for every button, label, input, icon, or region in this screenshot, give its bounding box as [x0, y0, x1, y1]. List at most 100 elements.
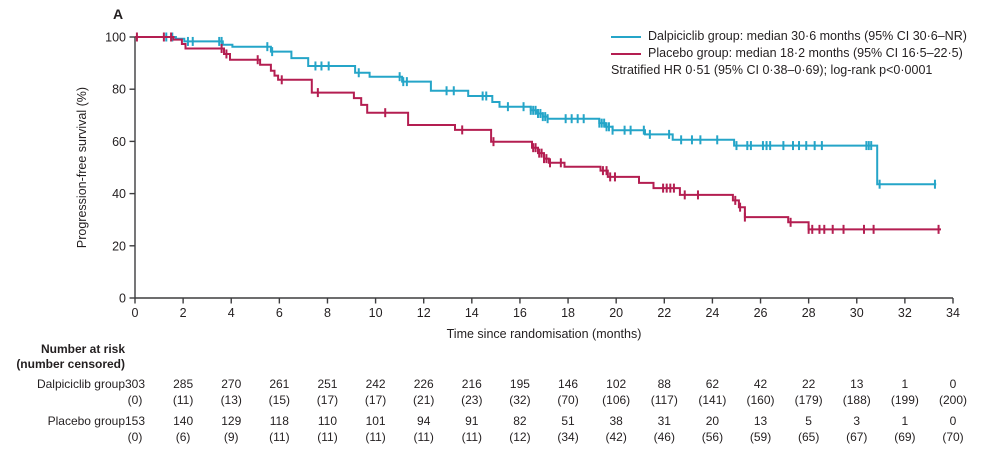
at-risk-placebo-m18: 51 — [561, 414, 575, 428]
x-tick-label: 4 — [228, 306, 235, 320]
at-risk-dalpiciclib-m0: 303 — [124, 377, 146, 391]
at-risk-placebo-m28: 5 — [805, 414, 812, 428]
x-tick-label: 2 — [180, 306, 187, 320]
at-risk-placebo-m30: 3 — [853, 414, 861, 428]
censored-placebo-m0: (0) — [127, 430, 143, 444]
censored-placebo-m2: (6) — [175, 430, 191, 444]
x-tick-label: 12 — [417, 306, 431, 320]
censored-dalpiciclib-m6: (15) — [268, 393, 291, 407]
censored-dalpiciclib-m26: (160) — [746, 393, 775, 407]
legend-hr-note: Stratified HR 0·51 (95% CI 0·38–0·69); l… — [611, 63, 933, 77]
at-risk-dalpiciclib-m30: 13 — [850, 377, 864, 391]
censored-dalpiciclib-m30: (188) — [842, 393, 871, 407]
censored-dalpiciclib-m10: (17) — [364, 393, 387, 407]
censored-dalpiciclib-m32: (199) — [890, 393, 919, 407]
censored-dalpiciclib-m12: (21) — [413, 393, 435, 407]
censored-placebo-m34: (70) — [942, 430, 964, 444]
at-risk-dalpiciclib-m26: 42 — [753, 377, 768, 391]
at-risk-placebo-m0: 153 — [124, 414, 146, 428]
at-risk-dalpiciclib-m22: 88 — [657, 377, 671, 391]
panel-label: A — [113, 6, 124, 22]
x-tick-label: 34 — [946, 306, 960, 320]
at-risk-dalpiciclib-m24: 62 — [705, 377, 720, 391]
at-risk-dalpiciclib-m14: 216 — [461, 377, 482, 391]
censored-dalpiciclib-m20: (106) — [602, 393, 631, 407]
censored-placebo-m32: (69) — [894, 430, 916, 444]
km-curve-dalpiciclib — [135, 36, 937, 186]
risk-row-label-placebo: Placebo group — [47, 414, 125, 428]
censored-placebo-m8: (11) — [317, 430, 338, 444]
x-tick-label: 6 — [276, 306, 283, 320]
at-risk-dalpiciclib-m20: 102 — [606, 377, 627, 391]
x-tick-label: 20 — [609, 306, 623, 320]
at-risk-dalpiciclib-m32: 1 — [901, 377, 909, 391]
km-curve-placebo — [135, 36, 941, 231]
censored-dalpiciclib-m0: (0) — [127, 393, 143, 407]
at-risk-placebo-m6: 118 — [269, 414, 289, 428]
x-tick-label: 8 — [324, 306, 331, 320]
at-risk-placebo-m26: 13 — [753, 414, 768, 428]
dalpiciclib-line-swatch — [611, 35, 641, 38]
x-tick-label: 18 — [561, 306, 575, 320]
censored-placebo-m6: (11) — [269, 430, 290, 444]
at-risk-dalpiciclib-m2: 285 — [173, 377, 194, 391]
at-risk-placebo-m8: 110 — [317, 414, 338, 428]
x-axis-title: Time since randomisation (months) — [447, 327, 642, 341]
censored-placebo-m4: (9) — [223, 430, 239, 444]
censored-placebo-m28: (65) — [797, 430, 820, 444]
at-risk-dalpiciclib-m16: 195 — [509, 377, 530, 391]
x-tick-label: 26 — [754, 306, 768, 320]
censored-dalpiciclib-m4: (13) — [220, 393, 242, 407]
x-tick-label: 16 — [513, 306, 527, 320]
placebo-line-swatch — [611, 52, 641, 55]
at-risk-placebo-m10: 101 — [365, 414, 386, 428]
y-tick-label: 0 — [119, 292, 126, 306]
y-tick-label: 40 — [112, 187, 126, 201]
censored-dalpiciclib-m34: (200) — [938, 393, 967, 407]
censored-dalpiciclib-m2: (11) — [172, 393, 194, 407]
x-tick-label: 22 — [657, 306, 671, 320]
y-tick-label: 60 — [112, 135, 126, 149]
legend-label-dalpiciclib: Dalpiciclib group: median 30·6 months (9… — [648, 29, 967, 43]
at-risk-dalpiciclib-m6: 261 — [269, 377, 290, 391]
legend: Dalpiciclib group: median 30·6 months (9… — [611, 28, 967, 79]
legend-label-placebo: Placebo group: median 18·2 months (95% C… — [648, 46, 963, 60]
censored-placebo-m26: (59) — [749, 430, 772, 444]
censored-placebo-m16: (12) — [509, 430, 531, 444]
censored-placebo-m20: (42) — [605, 430, 627, 444]
y-tick-label: 80 — [112, 83, 126, 97]
at-risk-dalpiciclib-m18: 146 — [558, 377, 579, 391]
at-risk-dalpiciclib-m8: 251 — [317, 377, 338, 391]
x-tick-label: 30 — [850, 306, 864, 320]
censored-placebo-m10: (11) — [365, 430, 386, 444]
censored-placebo-m22: (46) — [653, 430, 675, 444]
at-risk-dalpiciclib-m34: 0 — [949, 377, 957, 391]
censored-placebo-m30: (67) — [846, 430, 868, 444]
risk-table-header-line2: (number censored) — [16, 357, 125, 371]
legend-item-placebo: Placebo group: median 18·2 months (95% C… — [611, 45, 967, 62]
y-tick-label: 100 — [105, 31, 126, 45]
at-risk-placebo-m4: 129 — [221, 414, 242, 428]
at-risk-dalpiciclib-m10: 242 — [365, 377, 386, 391]
censored-placebo-m18: (34) — [557, 430, 579, 444]
censored-dalpiciclib-m28: (179) — [794, 393, 823, 407]
risk-row-label-dalpiciclib: Dalpiciclib group — [36, 377, 125, 391]
risk-table-header-line1: Number at risk — [40, 342, 125, 356]
at-risk-placebo-m34: 0 — [949, 414, 957, 428]
at-risk-dalpiciclib-m28: 22 — [801, 377, 816, 391]
x-tick-label: 32 — [898, 306, 912, 320]
x-tick-label: 24 — [705, 306, 719, 320]
censored-dalpiciclib-m24: (141) — [698, 393, 727, 407]
censored-dalpiciclib-m16: (32) — [509, 393, 531, 407]
x-tick-label: 10 — [369, 306, 383, 320]
at-risk-placebo-m20: 38 — [609, 414, 623, 428]
at-risk-placebo-m24: 20 — [705, 414, 720, 428]
x-tick-label: 28 — [802, 306, 816, 320]
censored-placebo-m12: (11) — [413, 430, 434, 444]
at-risk-placebo-m12: 94 — [417, 414, 431, 428]
y-tick-label: 20 — [112, 239, 126, 253]
x-tick-label: 14 — [465, 306, 479, 320]
censored-placebo-m24: (56) — [701, 430, 724, 444]
